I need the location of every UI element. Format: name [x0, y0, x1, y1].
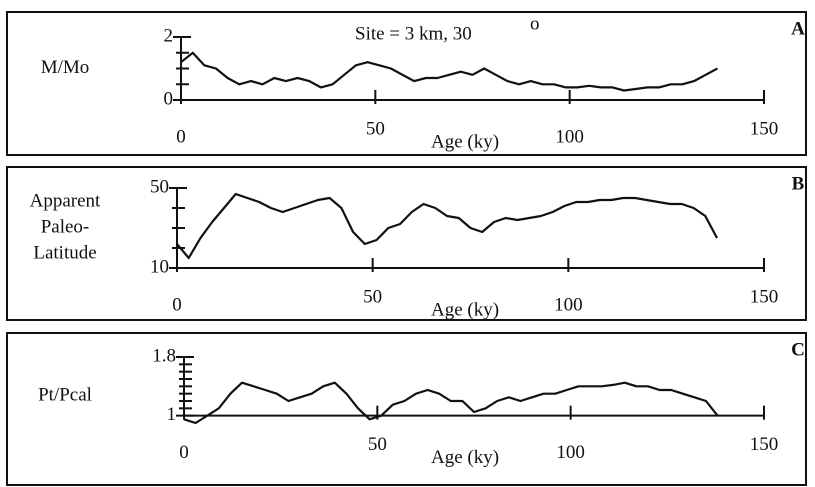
x-tick-label: 50 — [368, 434, 387, 455]
x-tick-label: 0 — [179, 442, 189, 463]
panel-letter: B — [792, 173, 805, 194]
y-tick-label: 50 — [150, 176, 169, 197]
x-tick-label: 0 — [172, 294, 182, 315]
y-axis-label: Pt/Pcal — [38, 384, 92, 405]
y-tick-label: 1.8 — [152, 345, 176, 366]
data-line — [180, 51, 718, 92]
panel-letter: A — [791, 18, 805, 39]
data-line — [183, 381, 719, 425]
x-tick-label: 100 — [556, 442, 585, 463]
title-superscript: o — [530, 13, 540, 34]
x-axis-label: Age (ky) — [431, 299, 499, 320]
y-tick-label: 0 — [164, 88, 174, 109]
x-tick-label: 150 — [750, 286, 779, 307]
y-axis-label: Latitude — [33, 242, 96, 263]
panel-letter: C — [791, 339, 805, 360]
y-tick-label: 2 — [164, 25, 174, 46]
y-tick-label: 10 — [150, 256, 169, 277]
y-axis-label: Paleo- — [41, 216, 90, 237]
data-line — [176, 192, 718, 260]
x-tick-label: 0 — [176, 126, 186, 147]
panel-frame — [6, 11, 807, 156]
chart-title: Site = 3 km, 30 — [355, 23, 472, 44]
x-tick-label: 150 — [750, 118, 779, 139]
x-tick-label: 150 — [750, 434, 779, 455]
panel-frame — [6, 332, 807, 486]
x-tick-label: 100 — [555, 126, 584, 147]
x-tick-label: 50 — [366, 118, 385, 139]
y-tick-label: 1 — [167, 404, 177, 425]
x-tick-label: 100 — [554, 294, 583, 315]
panel-frame — [6, 166, 807, 321]
x-axis-label: Age (ky) — [431, 447, 499, 468]
x-axis-label: Age (ky) — [431, 131, 499, 152]
y-axis-label: M/Mo — [41, 57, 90, 78]
y-axis-label: Apparent — [30, 190, 101, 211]
x-tick-label: 50 — [363, 286, 382, 307]
